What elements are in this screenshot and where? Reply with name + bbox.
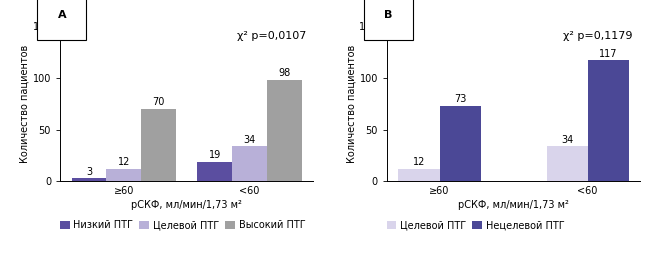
Legend: Целевой ПТГ, Нецелевой ПТГ: Целевой ПТГ, Нецелевой ПТГ xyxy=(387,220,565,230)
Text: 19: 19 xyxy=(209,150,221,160)
Text: 34: 34 xyxy=(243,134,255,145)
Y-axis label: Количество пациентов: Количество пациентов xyxy=(347,45,357,163)
X-axis label: рСКФ, мл/мин/1,73 м²: рСКФ, мл/мин/1,73 м² xyxy=(131,200,242,210)
Text: 34: 34 xyxy=(561,134,573,145)
Bar xyxy=(232,146,267,181)
Text: 3: 3 xyxy=(86,167,92,177)
Bar xyxy=(71,178,107,181)
Bar xyxy=(197,162,232,181)
Bar xyxy=(398,169,440,181)
Bar xyxy=(141,109,176,181)
Text: 98: 98 xyxy=(278,68,291,78)
Text: χ² p=0,1179: χ² p=0,1179 xyxy=(563,31,633,41)
Legend: Низкий ПТГ, Целевой ПТГ, Высокий ПТГ: Низкий ПТГ, Целевой ПТГ, Высокий ПТГ xyxy=(60,220,305,230)
Bar xyxy=(440,106,481,181)
Text: 117: 117 xyxy=(599,48,618,59)
Text: В: В xyxy=(384,10,393,20)
Text: 73: 73 xyxy=(454,94,466,104)
Bar xyxy=(267,80,302,181)
Bar xyxy=(588,60,629,181)
Bar xyxy=(546,146,588,181)
Y-axis label: Количество пациентов: Количество пациентов xyxy=(20,45,30,163)
Text: А: А xyxy=(57,10,66,20)
X-axis label: рСКФ, мл/мин/1,73 м²: рСКФ, мл/мин/1,73 м² xyxy=(458,200,569,210)
Text: 70: 70 xyxy=(153,97,165,107)
Text: 12: 12 xyxy=(413,157,425,167)
Text: 12: 12 xyxy=(118,157,130,167)
Text: χ² p=0,0107: χ² p=0,0107 xyxy=(237,31,306,41)
Bar xyxy=(107,169,141,181)
